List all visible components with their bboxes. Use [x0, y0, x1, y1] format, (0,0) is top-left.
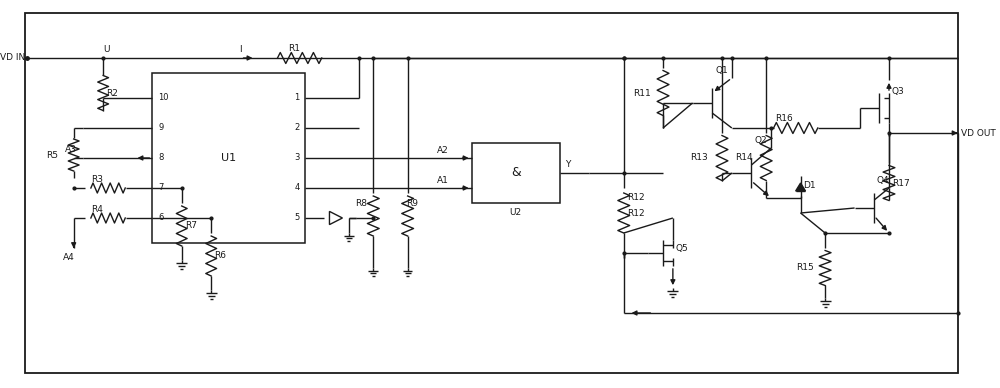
Text: 5: 5 — [294, 213, 300, 222]
Text: R8: R8 — [356, 199, 368, 208]
Text: R14: R14 — [735, 154, 752, 163]
Text: 2: 2 — [294, 123, 300, 132]
Text: R11: R11 — [634, 88, 651, 97]
Text: U2: U2 — [510, 208, 522, 217]
Text: A1: A1 — [437, 176, 449, 185]
Text: R12: R12 — [627, 208, 644, 218]
Text: R6: R6 — [214, 251, 226, 260]
Text: R15: R15 — [796, 263, 813, 272]
Text: VD IN: VD IN — [0, 54, 25, 62]
Text: 6: 6 — [158, 213, 164, 222]
Text: U: U — [103, 45, 110, 54]
Bar — [152, 73, 305, 243]
Text: A4: A4 — [63, 253, 75, 262]
Text: Q1: Q1 — [715, 66, 728, 75]
Text: R13: R13 — [691, 154, 708, 163]
Text: 8: 8 — [158, 154, 164, 163]
Text: 3: 3 — [294, 154, 300, 163]
Text: R17: R17 — [892, 178, 910, 187]
Bar — [472, 143, 560, 203]
Text: A3: A3 — [65, 145, 77, 154]
Text: I: I — [239, 45, 242, 54]
Text: Q4: Q4 — [876, 176, 889, 185]
Text: 10: 10 — [158, 94, 169, 102]
Text: 9: 9 — [158, 123, 163, 132]
Text: D1: D1 — [804, 180, 816, 189]
Text: R4: R4 — [91, 204, 103, 213]
Text: Q3: Q3 — [892, 87, 905, 96]
Text: Q5: Q5 — [676, 244, 689, 253]
Text: Y: Y — [565, 160, 570, 169]
Text: R5: R5 — [46, 151, 58, 159]
Text: VD OUT: VD OUT — [961, 128, 995, 137]
Text: 7: 7 — [158, 184, 164, 192]
Text: R3: R3 — [91, 175, 103, 184]
Text: 1: 1 — [294, 94, 300, 102]
Text: U1: U1 — [221, 153, 236, 163]
Text: R7: R7 — [185, 222, 197, 230]
Text: R12: R12 — [627, 194, 644, 203]
Text: R1: R1 — [288, 44, 300, 53]
Text: R16: R16 — [775, 114, 793, 123]
Polygon shape — [796, 183, 805, 191]
Text: R9: R9 — [406, 199, 418, 208]
Text: A2: A2 — [437, 146, 449, 155]
Text: Q2: Q2 — [754, 136, 767, 145]
Text: 4: 4 — [294, 184, 300, 192]
Text: R2: R2 — [106, 88, 118, 97]
Text: &: & — [511, 166, 521, 180]
